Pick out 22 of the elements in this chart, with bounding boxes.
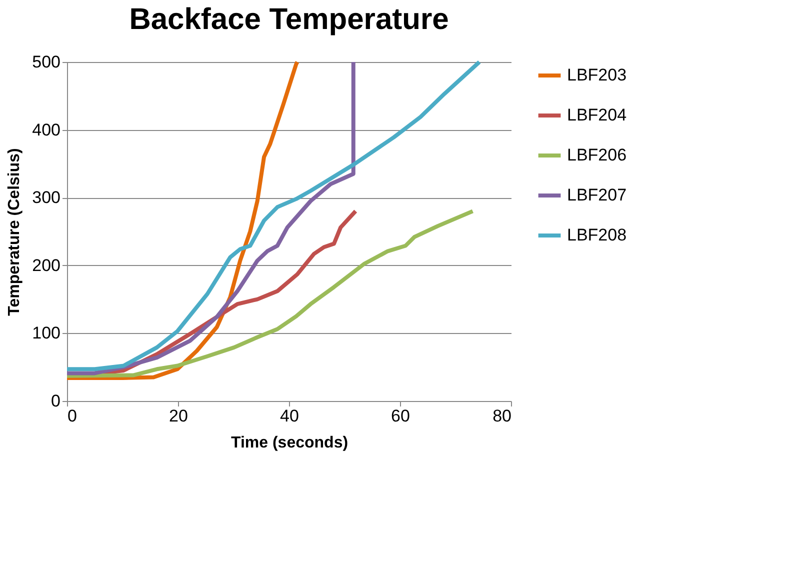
- line-series: [65, 60, 356, 376]
- y-tick-label: 500: [32, 52, 60, 72]
- y-tick-label: 300: [32, 188, 60, 208]
- x-tick-label: 20: [169, 406, 188, 426]
- x-tick-label: 60: [391, 406, 410, 426]
- line-series: [65, 60, 482, 372]
- x-tick-label: 40: [280, 406, 299, 426]
- legend-label: LBF204: [567, 106, 627, 124]
- y-tick-label: 200: [32, 256, 60, 275]
- chart-title: Backface Temperature: [129, 3, 449, 36]
- legend-label: LBF206: [567, 146, 627, 164]
- legend-label: LBF203: [567, 66, 627, 84]
- y-tick-label: 100: [32, 324, 60, 343]
- legend-label: LBF207: [567, 186, 627, 204]
- x-tick-label: 0: [68, 406, 77, 426]
- y-tick-label: 400: [32, 120, 60, 140]
- legend-label: LBF208: [567, 226, 627, 244]
- x-tick-label: 80: [492, 406, 512, 426]
- line-series: [65, 209, 475, 378]
- y-tick-label: 0: [51, 392, 60, 410]
- y-axis-title: Temperature (Celsius): [6, 148, 24, 316]
- x-axis-title: Time (seconds): [230, 434, 348, 452]
